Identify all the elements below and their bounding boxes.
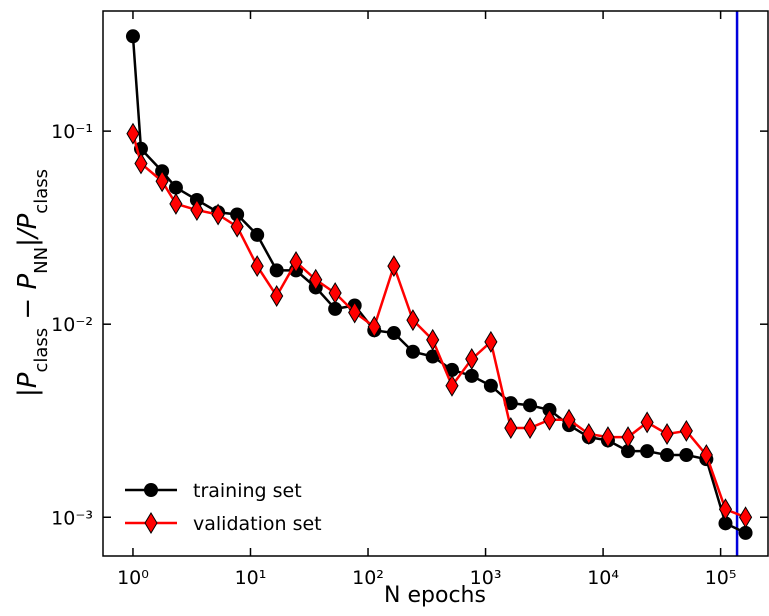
point (270, 285, 284, 307)
point (169, 192, 183, 215)
point (328, 282, 342, 305)
x-axis-label: N epochs (384, 583, 486, 608)
point (155, 170, 169, 193)
point (126, 122, 140, 145)
y-axis-label-part: |P (13, 372, 43, 397)
y-tick-label: 10⁻³ (51, 507, 93, 529)
point (250, 255, 264, 278)
point (425, 349, 440, 364)
legend-marker (144, 512, 158, 534)
point (125, 29, 140, 44)
point (504, 417, 518, 439)
point (250, 227, 265, 242)
point (134, 152, 148, 175)
plot-frame (102, 10, 769, 557)
point (387, 255, 401, 278)
point (542, 408, 557, 431)
x-tick-label: 10⁴ (587, 567, 619, 589)
point (621, 426, 635, 449)
point (464, 368, 479, 383)
point (168, 180, 183, 195)
point (465, 348, 479, 371)
y-axis-label-part: |/P (13, 213, 43, 247)
point (738, 525, 753, 540)
point (483, 378, 498, 393)
point (405, 344, 420, 359)
point (211, 203, 225, 226)
point (328, 301, 343, 316)
point (582, 423, 596, 445)
legend-marker (144, 483, 158, 497)
y-axis-label-part: class (31, 169, 52, 214)
point (386, 326, 401, 341)
y-axis-label-part: − P (13, 274, 43, 328)
point (640, 444, 655, 459)
point (601, 426, 615, 449)
legend-label: validation set (193, 513, 322, 535)
point (718, 498, 733, 521)
point (230, 215, 244, 238)
point (523, 417, 537, 439)
point (367, 315, 381, 338)
legend-label: training set (193, 480, 302, 502)
point (679, 419, 693, 442)
point (445, 374, 459, 397)
point (230, 207, 245, 222)
x-tick-label: 10⁵ (705, 567, 737, 589)
point (190, 199, 204, 222)
point (503, 396, 518, 411)
point (269, 263, 284, 278)
point (406, 309, 420, 332)
x-tick-label: 10¹ (235, 567, 267, 589)
point (699, 444, 713, 467)
point (738, 506, 753, 529)
point (660, 448, 675, 463)
point (621, 444, 636, 459)
point (523, 398, 538, 413)
y-axis-label: |Pclass − PNN|/Pclass (13, 169, 52, 397)
point (660, 423, 674, 445)
point (640, 411, 654, 434)
point (562, 408, 576, 431)
point (484, 330, 498, 353)
point (718, 516, 733, 531)
x-tick-label: 10⁰ (117, 567, 149, 589)
point (309, 268, 323, 291)
point (444, 362, 459, 377)
point (426, 328, 440, 351)
line (131, 133, 747, 519)
line (131, 36, 747, 535)
x-tick-label: 10² (352, 567, 384, 589)
point (679, 448, 694, 463)
y-axis-label-part: class (31, 328, 52, 373)
y-tick-label: 10⁻² (51, 314, 93, 336)
y-tick-label: 10⁻¹ (51, 121, 93, 143)
y-axis-label-part: NN (31, 247, 52, 274)
point (348, 301, 362, 324)
point (289, 251, 303, 273)
x-tick-label: 10³ (470, 567, 502, 589)
